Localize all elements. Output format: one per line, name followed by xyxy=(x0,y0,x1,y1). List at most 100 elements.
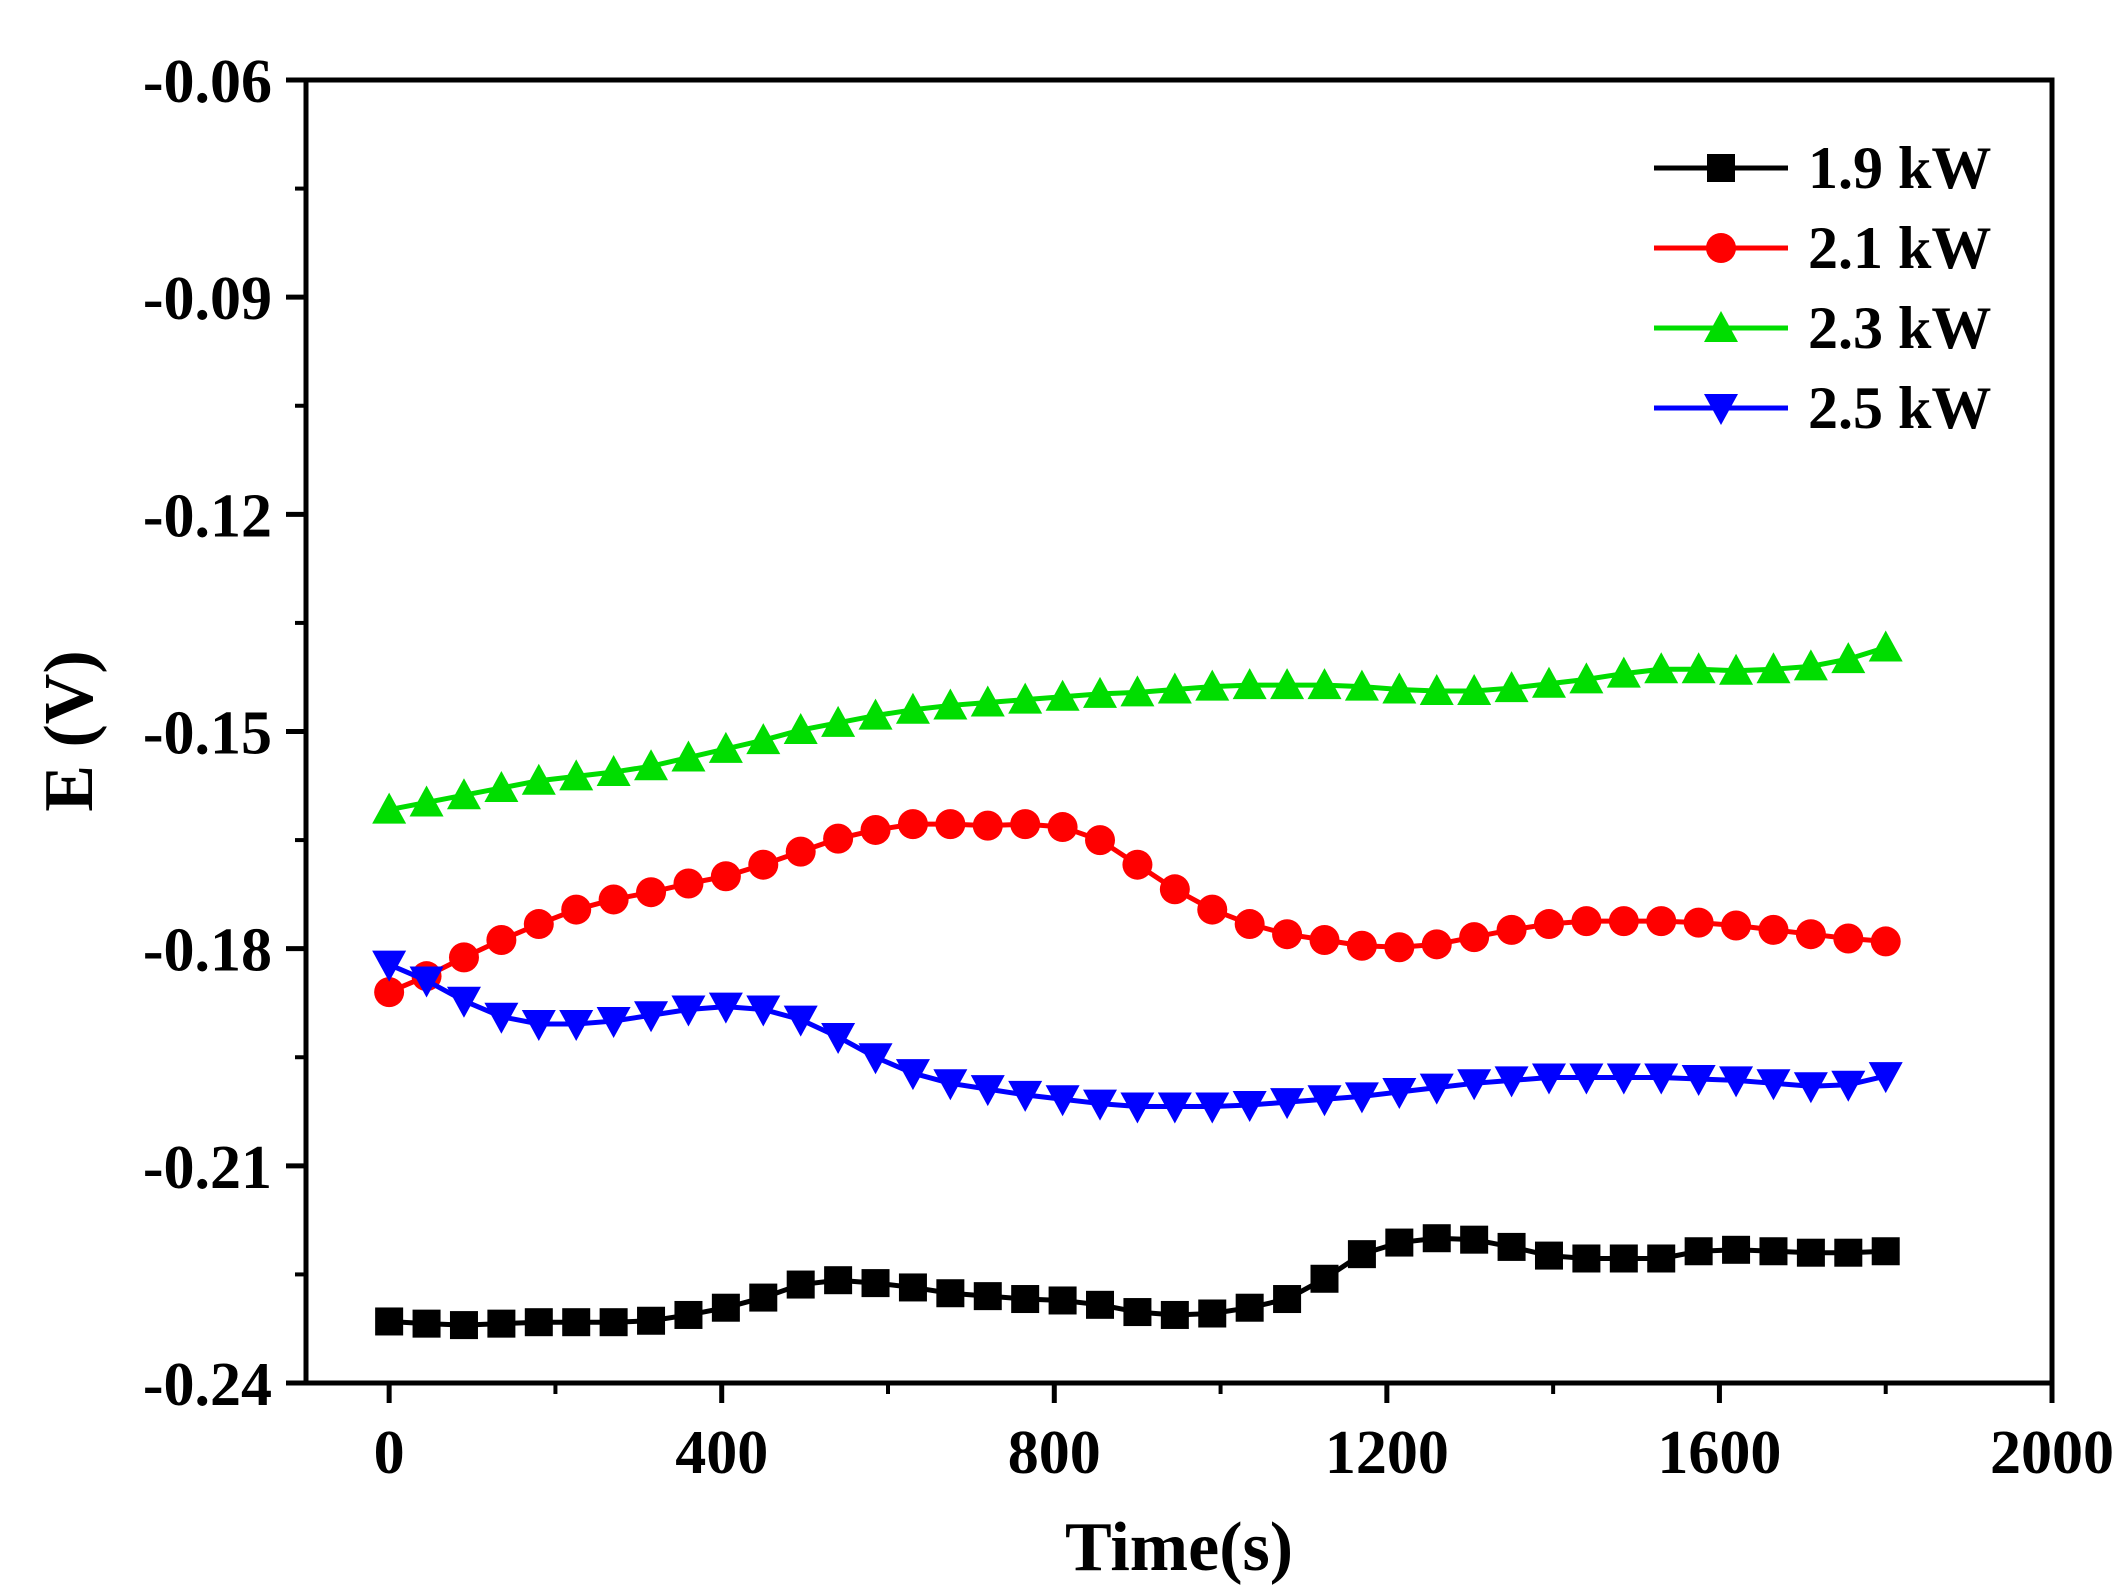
x-tick-label: 400 xyxy=(675,1419,768,1487)
data-point xyxy=(449,1311,478,1340)
data-point xyxy=(1197,894,1228,925)
data-point xyxy=(936,1279,965,1308)
data-point xyxy=(1497,1232,1526,1261)
data-point xyxy=(1606,656,1641,688)
data-point xyxy=(1831,642,1866,674)
data-point xyxy=(749,1283,778,1312)
data-point xyxy=(1868,630,1903,662)
data-point xyxy=(1384,932,1415,963)
y-tick-label: -0.06 xyxy=(143,48,272,116)
x-tick-label: 1200 xyxy=(1325,1419,1449,1487)
data-point xyxy=(634,749,669,781)
legend-marker xyxy=(1704,311,1738,342)
data-point xyxy=(1533,909,1564,940)
data-point xyxy=(375,1307,404,1336)
y-tick-label: -0.09 xyxy=(143,265,272,333)
data-point xyxy=(858,1043,893,1075)
data-point xyxy=(935,809,966,840)
data-point xyxy=(1195,1092,1230,1124)
data-point xyxy=(1122,849,1153,880)
data-point xyxy=(1719,1066,1754,1098)
data-point xyxy=(1273,1285,1302,1314)
data-point xyxy=(1756,1069,1791,1101)
legend-label: 2.3 kW xyxy=(1808,295,1991,361)
data-point xyxy=(636,877,667,908)
data-point xyxy=(1010,809,1041,840)
data-point xyxy=(1494,1066,1529,1098)
legend-marker xyxy=(1707,154,1735,182)
legend-item: 2.3 kW xyxy=(1654,295,1991,361)
data-point xyxy=(374,977,405,1008)
data-point xyxy=(671,995,706,1027)
data-point xyxy=(1684,1237,1713,1266)
data-point xyxy=(1195,669,1230,701)
data-point xyxy=(1531,666,1566,698)
data-point xyxy=(559,1009,594,1041)
data-point xyxy=(1460,1225,1489,1254)
data-point xyxy=(1608,906,1639,937)
data-point xyxy=(1235,1293,1264,1322)
x-tick-label: 0 xyxy=(374,1419,405,1487)
data-point xyxy=(1011,1285,1040,1314)
legend-marker xyxy=(1704,394,1738,425)
data-point xyxy=(1232,668,1267,700)
data-point xyxy=(897,809,928,840)
data-point xyxy=(786,1270,815,1299)
data-point xyxy=(1571,906,1602,937)
data-point xyxy=(1159,874,1190,905)
data-point xyxy=(1646,906,1677,937)
data-point xyxy=(1309,924,1340,955)
data-point xyxy=(1123,1298,1152,1327)
data-point xyxy=(933,688,968,720)
data-point xyxy=(1496,914,1527,945)
series-layer xyxy=(372,630,1903,1340)
data-point xyxy=(861,1269,890,1298)
data-point xyxy=(1831,1070,1866,1102)
data-point xyxy=(1609,1244,1638,1273)
data-point xyxy=(1647,1244,1676,1273)
data-point xyxy=(634,1001,669,1033)
x-tick-label: 2000 xyxy=(1990,1419,2114,1487)
data-point xyxy=(1085,825,1116,856)
legend-item: 2.5 kW xyxy=(1654,375,1991,441)
legend: 1.9 kW 2.1 kW 2.3 kW 2.5 kW xyxy=(1654,135,1991,441)
data-point xyxy=(1459,922,1490,953)
data-point xyxy=(1793,649,1828,681)
data-point xyxy=(412,1309,441,1338)
data-point xyxy=(1346,930,1377,961)
data-point xyxy=(524,1308,553,1337)
data-point xyxy=(1644,1063,1679,1095)
data-point xyxy=(1307,668,1342,700)
data-point xyxy=(598,884,629,915)
data-point xyxy=(1045,1085,1080,1117)
data-point xyxy=(484,770,519,802)
y-tick-label: -0.24 xyxy=(143,1351,272,1419)
data-point xyxy=(487,1309,516,1338)
series-3 xyxy=(372,630,1903,824)
data-point xyxy=(1534,1241,1563,1270)
data-point xyxy=(446,778,481,810)
data-point xyxy=(711,1293,740,1322)
data-point xyxy=(1045,679,1080,711)
data-point xyxy=(821,1022,856,1054)
data-point xyxy=(1307,1085,1342,1117)
data-point xyxy=(1086,1290,1115,1319)
data-point xyxy=(785,836,816,867)
data-point xyxy=(372,792,407,824)
data-point xyxy=(1008,682,1043,714)
data-point xyxy=(409,785,444,817)
data-point xyxy=(1347,1240,1376,1269)
y-tick-label: -0.12 xyxy=(143,482,272,550)
data-point xyxy=(448,942,479,973)
data-point xyxy=(1120,675,1155,707)
data-point xyxy=(823,823,854,854)
legend-item: 2.1 kW xyxy=(1654,215,1991,281)
data-point xyxy=(1796,1238,1825,1267)
data-point xyxy=(1758,914,1789,945)
data-point xyxy=(1047,812,1078,843)
data-point xyxy=(673,868,704,899)
data-point xyxy=(1494,671,1529,703)
data-point xyxy=(1683,907,1714,938)
data-point xyxy=(562,1308,591,1337)
data-point xyxy=(748,849,779,880)
